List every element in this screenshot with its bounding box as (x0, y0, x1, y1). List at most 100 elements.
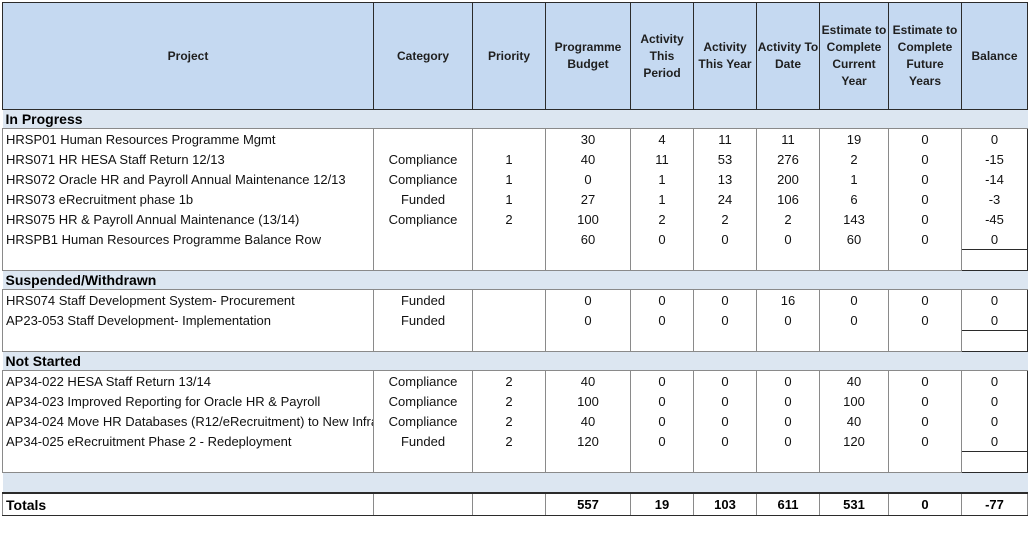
cell-activity-year[interactable]: 24 (693, 189, 757, 209)
cell-activity-to-date[interactable]: 200 (756, 169, 820, 189)
cell-estimate-current[interactable]: 40 (819, 370, 889, 391)
cell-activity-to-date[interactable]: 11 (756, 128, 820, 149)
cell-estimate-current[interactable]: 143 (819, 209, 889, 229)
cell-activity-year[interactable]: 0 (693, 431, 757, 452)
cell-category[interactable] (373, 229, 473, 250)
cell-category[interactable]: Compliance (373, 370, 473, 391)
section-title[interactable]: Suspended/Withdrawn (2, 270, 1028, 290)
cell-project[interactable]: HRSP01 Human Resources Programme Mgmt (2, 128, 374, 149)
total-activity-to-date[interactable]: 611 (756, 492, 820, 516)
cell-estimate-current[interactable]: 120 (819, 431, 889, 452)
cell-priority[interactable] (472, 229, 546, 250)
empty-cell[interactable] (888, 330, 962, 352)
cell-activity-year[interactable]: 2 (693, 209, 757, 229)
cell-activity-period[interactable]: 2 (630, 209, 694, 229)
empty-cell[interactable] (2, 249, 374, 271)
cell-priority[interactable]: 1 (472, 169, 546, 189)
cell-activity-to-date[interactable]: 0 (756, 370, 820, 391)
cell-estimate-current[interactable]: 40 (819, 411, 889, 431)
cell-priority[interactable]: 1 (472, 189, 546, 209)
cell-estimate-future[interactable]: 0 (888, 411, 962, 431)
empty-cell[interactable] (472, 451, 546, 473)
empty-cell[interactable] (888, 451, 962, 473)
cell-activity-period[interactable]: 1 (630, 189, 694, 209)
cell-activity-period[interactable]: 0 (630, 370, 694, 391)
cell-category[interactable]: Compliance (373, 209, 473, 229)
cell-activity-year[interactable]: 13 (693, 169, 757, 189)
section-title[interactable]: In Progress (2, 109, 1028, 129)
cell-estimate-future[interactable]: 0 (888, 229, 962, 250)
cell-budget[interactable]: 0 (545, 289, 631, 310)
cell-activity-year[interactable]: 11 (693, 128, 757, 149)
cell-category[interactable]: Funded (373, 310, 473, 331)
cell-activity-period[interactable]: 0 (630, 310, 694, 331)
cell-category[interactable]: Compliance (373, 391, 473, 411)
header-project[interactable]: Project (2, 2, 374, 110)
header-activity-this-year[interactable]: Activity This Year (693, 2, 757, 110)
cell-project[interactable]: AP34-022 HESA Staff Return 13/14 (2, 370, 374, 391)
cell-estimate-future[interactable]: 0 (888, 209, 962, 229)
cell-project[interactable]: HRS074 Staff Development System- Procure… (2, 289, 374, 310)
empty-cell[interactable] (545, 249, 631, 271)
cell-balance[interactable]: 0 (961, 431, 1028, 452)
cell-budget[interactable]: 120 (545, 431, 631, 452)
cell-activity-year[interactable]: 0 (693, 391, 757, 411)
cell-project[interactable]: HRS073 eRecruitment phase 1b (2, 189, 374, 209)
cell-activity-year[interactable]: 0 (693, 229, 757, 250)
cell-budget[interactable]: 0 (545, 169, 631, 189)
cell-priority[interactable]: 2 (472, 431, 546, 452)
header-priority[interactable]: Priority (472, 2, 546, 110)
empty-cell[interactable] (756, 330, 820, 352)
cell-project[interactable]: AP23-053 Staff Development- Implementati… (2, 310, 374, 331)
total-balance[interactable]: -77 (961, 492, 1028, 516)
cell-budget[interactable]: 40 (545, 411, 631, 431)
empty-cell[interactable] (630, 451, 694, 473)
cell-activity-to-date[interactable]: 0 (756, 310, 820, 331)
cell-activity-year[interactable]: 0 (693, 411, 757, 431)
cell-category[interactable]: Compliance (373, 149, 473, 169)
cell-budget[interactable]: 60 (545, 229, 631, 250)
header-balance[interactable]: Balance (961, 2, 1028, 110)
empty-cell[interactable] (819, 249, 889, 271)
cell-activity-period[interactable]: 0 (630, 289, 694, 310)
cell-activity-to-date[interactable]: 2 (756, 209, 820, 229)
cell-balance[interactable]: -45 (961, 209, 1028, 229)
cell-estimate-future[interactable]: 0 (888, 370, 962, 391)
cell-estimate-future[interactable]: 0 (888, 310, 962, 331)
cell-balance[interactable]: -15 (961, 149, 1028, 169)
cell-activity-year[interactable]: 0 (693, 310, 757, 331)
cell-balance[interactable]: 0 (961, 229, 1028, 250)
header-programme-budget[interactable]: Programme Budget (545, 2, 631, 110)
cell-balance[interactable]: -3 (961, 189, 1028, 209)
cell-activity-year[interactable]: 0 (693, 289, 757, 310)
empty-cell[interactable] (693, 451, 757, 473)
empty-cell[interactable] (373, 330, 473, 352)
cell-project[interactable]: AP34-024 Move HR Databases (R12/eRecruit… (2, 411, 374, 431)
cell-estimate-current[interactable]: 1 (819, 169, 889, 189)
cell-priority[interactable]: 2 (472, 391, 546, 411)
cell-estimate-future[interactable]: 0 (888, 189, 962, 209)
cell-category[interactable] (373, 128, 473, 149)
cell-activity-year[interactable]: 53 (693, 149, 757, 169)
empty-cell[interactable] (373, 249, 473, 271)
cell-category[interactable]: Funded (373, 189, 473, 209)
cell-activity-period[interactable]: 0 (630, 391, 694, 411)
cell-budget[interactable]: 40 (545, 370, 631, 391)
total-priority[interactable] (472, 492, 546, 516)
total-category[interactable] (373, 492, 473, 516)
empty-cell[interactable] (819, 451, 889, 473)
cell-budget[interactable]: 27 (545, 189, 631, 209)
header-estimate-future-years[interactable]: Estimate to Complete Future Years (888, 2, 962, 110)
header-estimate-current-year[interactable]: Estimate to Complete Current Year (819, 2, 889, 110)
cell-balance[interactable]: 0 (961, 391, 1028, 411)
cell-estimate-current[interactable]: 19 (819, 128, 889, 149)
cell-estimate-current[interactable]: 0 (819, 289, 889, 310)
empty-cell[interactable] (472, 330, 546, 352)
cell-activity-to-date[interactable]: 106 (756, 189, 820, 209)
cell-balance[interactable]: 0 (961, 370, 1028, 391)
cell-budget[interactable]: 100 (545, 391, 631, 411)
cell-activity-year[interactable]: 0 (693, 370, 757, 391)
cell-category[interactable]: Funded (373, 289, 473, 310)
cell-estimate-current[interactable]: 100 (819, 391, 889, 411)
cell-category[interactable]: Funded (373, 431, 473, 452)
